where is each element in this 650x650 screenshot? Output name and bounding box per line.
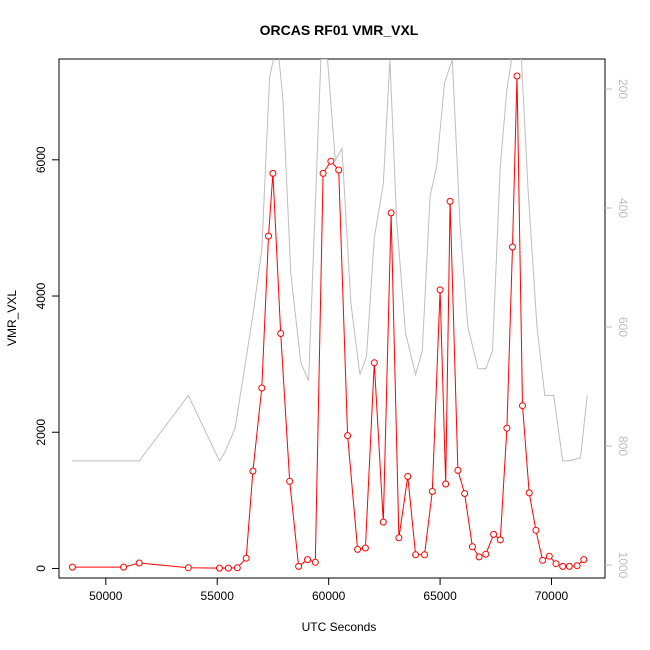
data-point: [580, 556, 588, 564]
y-tick-label: 6000: [34, 146, 48, 173]
data-point: [370, 359, 378, 367]
data-point: [503, 424, 511, 432]
data-point: [68, 563, 76, 571]
axes-group: 50000 55000 60000 65000 70000 0 2000 4000 6000 20…: [34, 79, 630, 603]
data-point: [395, 534, 403, 542]
primary-series-group: [68, 72, 588, 572]
x-tick-label: 50000: [89, 589, 123, 603]
data-point: [436, 286, 444, 294]
data-point: [265, 232, 272, 240]
data-point: [242, 554, 250, 562]
data-point: [233, 564, 241, 572]
data-point: [184, 564, 192, 572]
data-point: [496, 536, 504, 544]
data-point: [327, 157, 335, 165]
y-axis-label: VMR_VXL: [5, 290, 19, 346]
data-point: [461, 490, 469, 497]
data-point: [379, 518, 387, 526]
data-point: [509, 243, 516, 251]
y-tick-label: 2000: [34, 419, 48, 446]
secondary-series-group: [72, 59, 588, 462]
data-point: [454, 466, 462, 474]
primary-series-line: [72, 75, 585, 569]
data-point: [513, 72, 521, 80]
x-tick-label: 70000: [535, 589, 569, 603]
data-point: [552, 560, 560, 568]
secondary-series-line: [72, 59, 588, 462]
data-point: [344, 432, 352, 440]
data-point: [319, 169, 327, 177]
x-tick-label: 55000: [201, 589, 235, 603]
data-point: [404, 473, 412, 480]
data-point: [539, 556, 547, 564]
data-point: [269, 169, 277, 177]
data-point: [286, 477, 294, 485]
y2-tick-label: 800: [616, 436, 630, 456]
y2-tick-label: 1000: [616, 552, 630, 579]
data-point: [224, 564, 232, 572]
data-point: [442, 480, 450, 488]
data-point: [277, 330, 285, 337]
y-tick-label: 4000: [34, 282, 48, 309]
y2-tick-label: 400: [616, 198, 630, 218]
y2-tick-label: 200: [616, 79, 630, 99]
data-point: [421, 551, 428, 559]
x-axis-label: UTC Seconds: [302, 620, 377, 634]
data-point: [482, 550, 490, 558]
data-point: [532, 526, 540, 534]
data-point: [304, 556, 311, 564]
data-point: [573, 562, 581, 570]
data-point: [361, 544, 369, 552]
y-tick-label: 0: [34, 565, 48, 572]
data-point: [428, 488, 436, 495]
x-tick-label: 65000: [423, 589, 457, 603]
data-point: [258, 384, 266, 392]
data-point: [249, 467, 257, 475]
data-point: [519, 402, 526, 410]
data-point: [216, 564, 223, 572]
data-point: [295, 562, 303, 570]
data-point: [412, 551, 420, 559]
data-point: [135, 559, 143, 567]
chart-title: ORCAS RF01 VMR_VXL: [260, 22, 419, 38]
data-point: [490, 530, 498, 538]
data-point: [475, 553, 483, 561]
data-point: [545, 552, 553, 560]
data-point: [387, 209, 395, 217]
plot-frame: [58, 58, 606, 579]
data-point: [354, 545, 362, 553]
x-tick-label: 60000: [312, 589, 346, 603]
data-point: [525, 489, 533, 497]
data-point: [446, 197, 454, 205]
data-point: [565, 562, 573, 570]
data-point: [468, 543, 476, 551]
data-point: [311, 558, 319, 566]
data-point: [335, 166, 343, 174]
data-point: [559, 562, 567, 570]
data-point: [120, 563, 128, 571]
y2-tick-label: 600: [616, 317, 630, 337]
